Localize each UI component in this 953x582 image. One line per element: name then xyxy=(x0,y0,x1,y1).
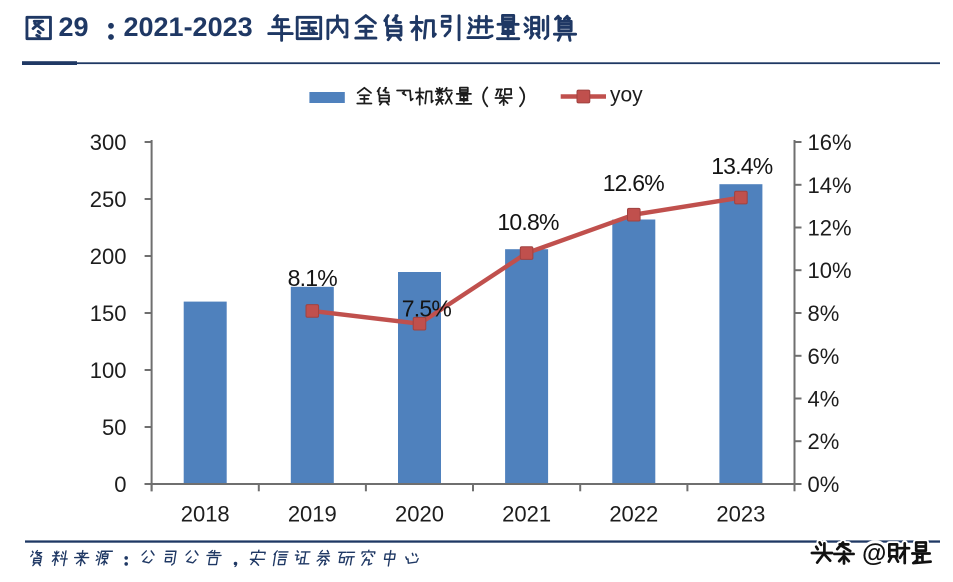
svg-text:8%: 8% xyxy=(808,301,840,326)
svg-text:29: 29 xyxy=(59,12,89,42)
svg-text:0%: 0% xyxy=(808,472,840,497)
svg-text:2023: 2023 xyxy=(716,502,765,527)
svg-text:2020: 2020 xyxy=(395,502,444,527)
svg-text:yoy: yoy xyxy=(610,84,643,107)
svg-text:@: @ xyxy=(862,540,886,568)
svg-text:12.6%: 12.6% xyxy=(603,170,665,196)
svg-text:4%: 4% xyxy=(808,387,840,412)
svg-text:8.1%: 8.1% xyxy=(288,265,338,291)
svg-text:200: 200 xyxy=(90,244,127,269)
svg-text:2021: 2021 xyxy=(502,502,551,527)
svg-text:13.4%: 13.4% xyxy=(711,153,773,179)
svg-text:2018: 2018 xyxy=(181,502,230,527)
svg-text:16%: 16% xyxy=(808,130,852,155)
svg-text:6%: 6% xyxy=(808,344,840,369)
svg-text:0: 0 xyxy=(114,472,126,497)
svg-text:2%: 2% xyxy=(808,429,840,454)
svg-text:2019: 2019 xyxy=(288,502,337,527)
svg-text:250: 250 xyxy=(90,187,127,212)
svg-text:300: 300 xyxy=(90,130,127,155)
svg-text:10%: 10% xyxy=(808,258,852,283)
svg-text:50: 50 xyxy=(102,415,126,440)
svg-text:10.8%: 10.8% xyxy=(497,209,559,235)
svg-text:150: 150 xyxy=(90,301,127,326)
svg-text:100: 100 xyxy=(90,358,127,383)
svg-text:14%: 14% xyxy=(808,173,852,198)
svg-text:12%: 12% xyxy=(808,216,852,241)
svg-text:2021-2023: 2021-2023 xyxy=(124,12,253,42)
svg-text:2022: 2022 xyxy=(609,502,658,527)
svg-text:7.5%: 7.5% xyxy=(402,296,452,322)
